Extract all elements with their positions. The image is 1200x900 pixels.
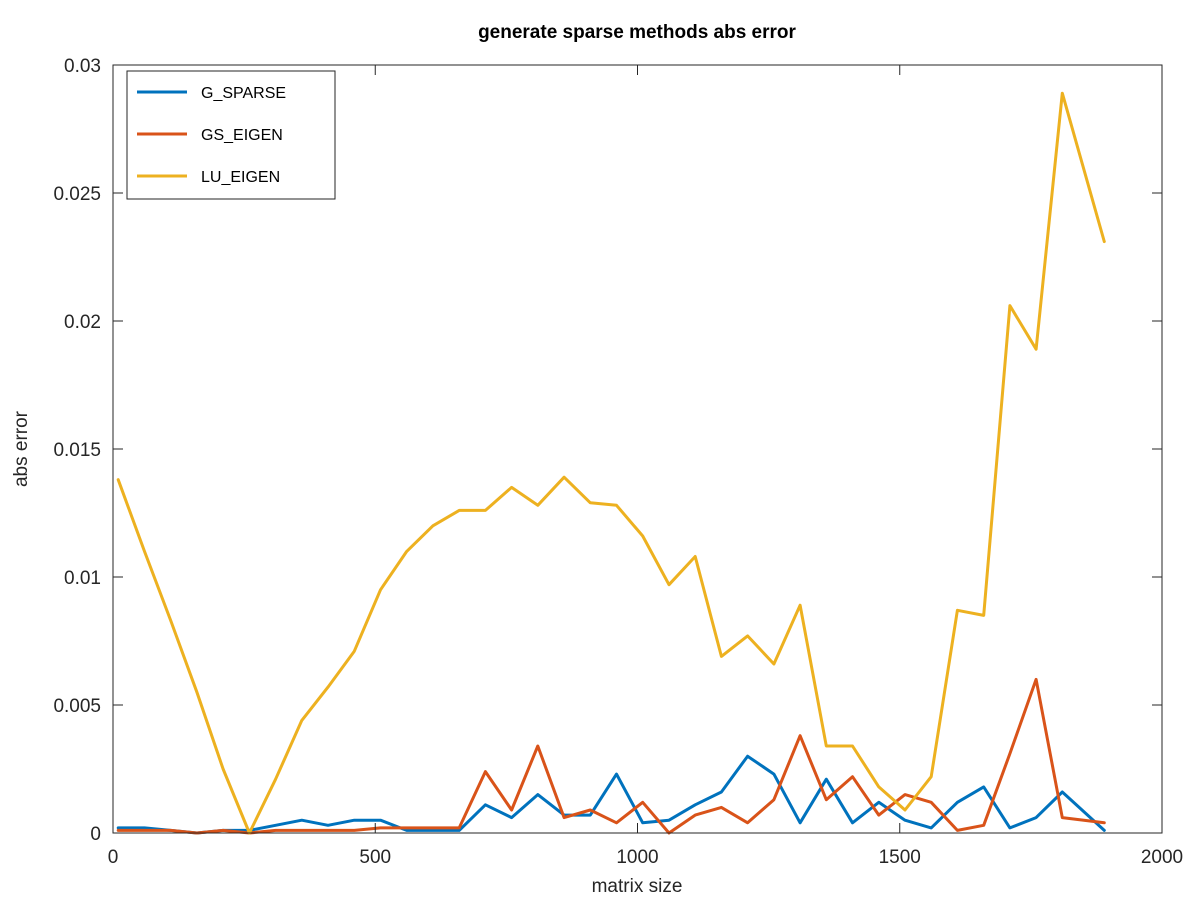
x-tick-label: 1000: [616, 847, 658, 868]
y-tick-label: 0.005: [53, 696, 101, 717]
legend: G_SPARSE GS_EIGEN LU_EIGEN: [126, 70, 336, 200]
y-tick-label: 0: [90, 824, 101, 845]
x-tick-label: 2000: [1141, 847, 1183, 868]
y-axis-label: abs error: [11, 410, 32, 487]
y-tick-label: 0.025: [53, 184, 101, 205]
legend-items: G_SPARSE GS_EIGEN LU_EIGEN: [137, 85, 286, 186]
x-tick-label: 0: [108, 847, 119, 868]
y-tick-label: 0.02: [64, 312, 101, 333]
x-axis-label: matrix size: [592, 876, 683, 897]
series-line-gs-eigen: [116, 677, 1106, 835]
x-tick-label: 1500: [879, 847, 921, 868]
tick-layer: 0 500 1000 1500 2000 0 0.005 0.01 0.015 0.02 0.025…: [53, 56, 1183, 868]
y-tick-label: 0.03: [64, 56, 101, 77]
y-tick-label: 0.015: [53, 440, 101, 461]
x-tick-label: 500: [359, 847, 391, 868]
y-tick-label: 0.01: [64, 568, 101, 589]
legend-label-lu-eigen: LU_EIGEN: [201, 169, 280, 186]
legend-label-gs-eigen: GS_EIGEN: [201, 127, 283, 144]
series-layer: [116, 91, 1106, 835]
legend-label-g-sparse: G_SPARSE: [201, 85, 286, 102]
series-line-g-sparse: [116, 754, 1106, 835]
series-line-lu-eigen: [116, 91, 1106, 835]
chart-title: generate sparse methods abs error: [478, 22, 796, 43]
